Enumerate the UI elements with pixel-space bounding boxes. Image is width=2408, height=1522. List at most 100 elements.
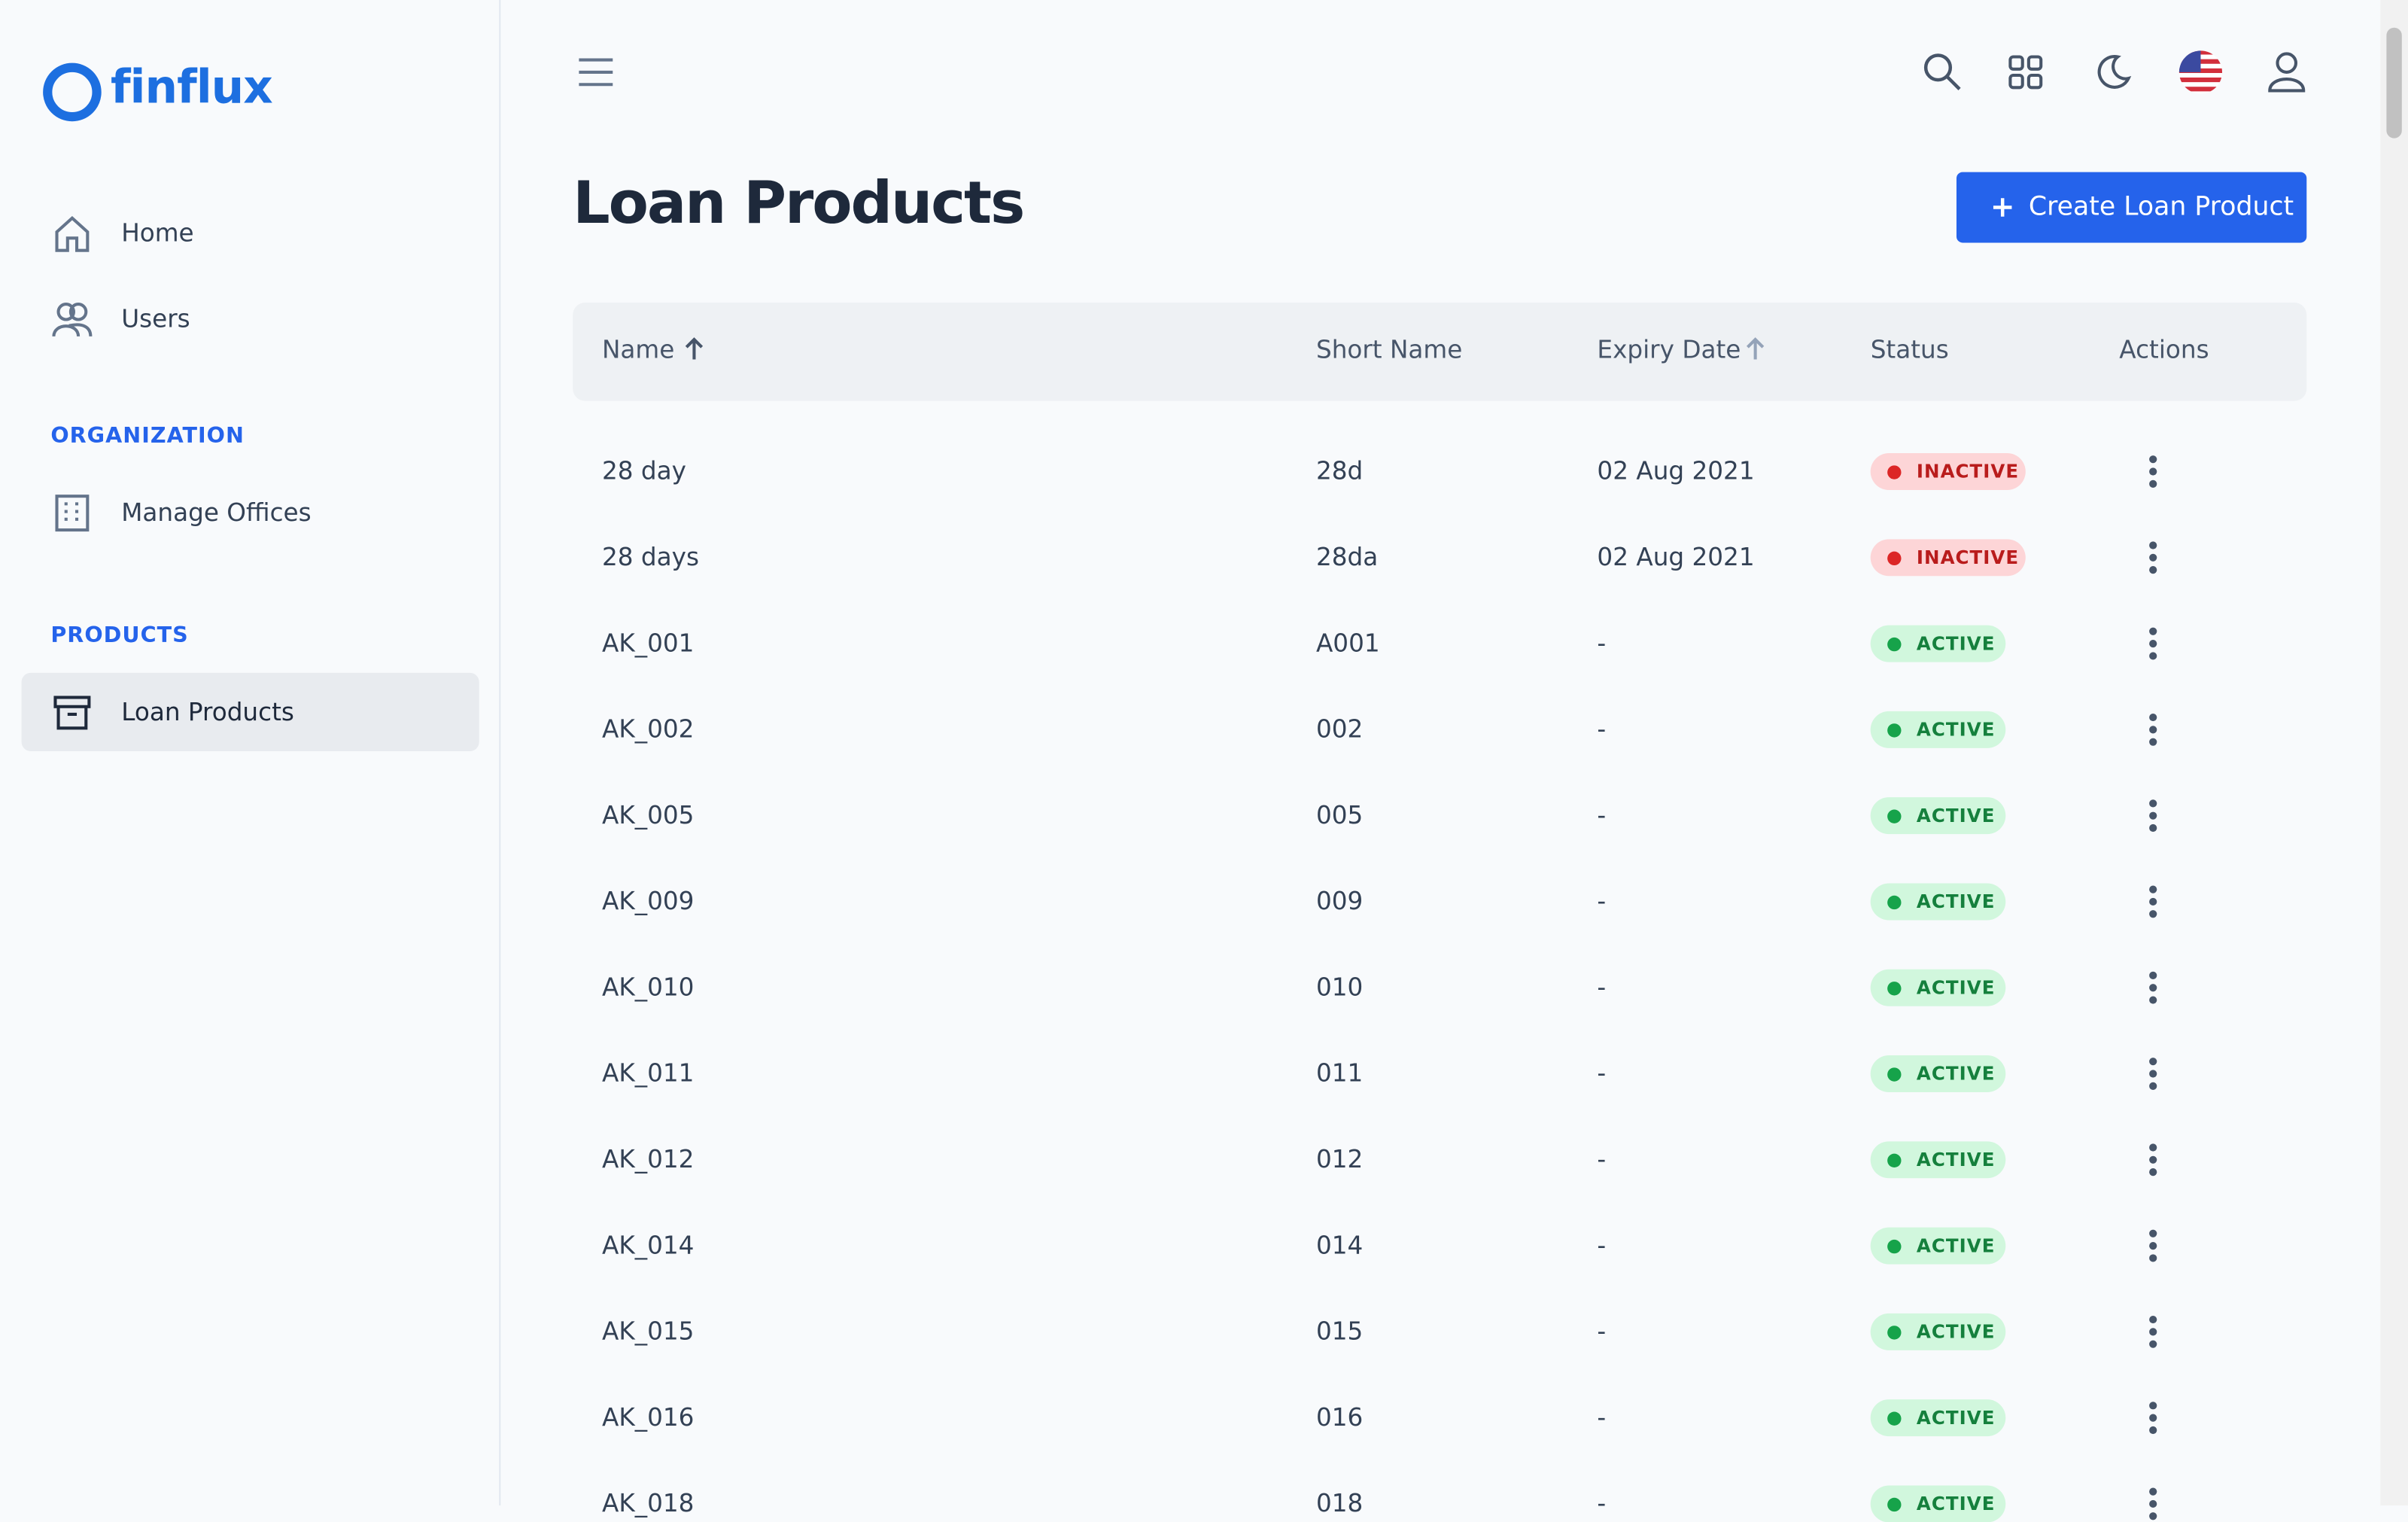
status-badge: ACTIVE (1870, 969, 2006, 1006)
theme-icon[interactable] (2093, 52, 2133, 92)
archive-icon (53, 696, 91, 730)
status-badge: ACTIVE (1870, 1227, 2006, 1265)
status-dot (1887, 1152, 1902, 1167)
cell: 005 (1315, 800, 1364, 830)
actions-menu[interactable] (2147, 1143, 2159, 1177)
status-dot (1887, 1067, 1902, 1081)
sidebar: finflux Home Users ORGANIZATION Manage O… (0, 0, 501, 1505)
cell: 02 Aug 2021 (1597, 456, 1755, 486)
status-label: INACTIVE (1916, 546, 2020, 569)
status-dot (1887, 1238, 1902, 1253)
nav-item[interactable]: Manage Offices (121, 498, 312, 527)
cell: 014 (1315, 1230, 1364, 1260)
status-badge: ACTIVE (1870, 625, 2006, 662)
actions-menu[interactable] (2147, 1229, 2159, 1263)
apps-icon[interactable] (2007, 53, 2047, 93)
cell: 28d (1315, 456, 1364, 486)
main: Loan Products Create Loan Product Name Sh… (500, 0, 2380, 1522)
status-badge: ACTIVE (1870, 711, 2006, 748)
menu-icon[interactable] (577, 55, 614, 89)
page-title: Loan Products (573, 169, 1025, 237)
table-header: Name Short Name Expiry Date Status Actions (573, 303, 2307, 401)
status-dot (1887, 981, 1902, 995)
cell: AK_015 (601, 1316, 695, 1346)
cell: - (1597, 1402, 1607, 1432)
status-label: ACTIVE (1916, 805, 1996, 826)
status-label: ACTIVE (1916, 1493, 1996, 1515)
actions-menu[interactable] (2147, 971, 2159, 1005)
cell: - (1597, 1058, 1607, 1088)
actions-menu[interactable] (2147, 1401, 2159, 1435)
status-label: ACTIVE (1916, 719, 1996, 741)
status-label: ACTIVE (1916, 1063, 1996, 1085)
status-dot (1887, 1496, 1902, 1511)
actions-menu[interactable] (2147, 1315, 2159, 1349)
active-nav-bg (21, 672, 479, 751)
status-label: ACTIVE (1916, 632, 1996, 655)
language-flag[interactable] (2178, 49, 2224, 95)
cell: AK_012 (601, 1144, 695, 1174)
actions-menu[interactable] (2147, 799, 2159, 833)
cell: AK_018 (601, 1488, 695, 1518)
cell: A001 (1315, 628, 1380, 658)
status-badge: ACTIVE (1870, 1141, 2006, 1179)
scroll-thumb[interactable] (2386, 27, 2402, 139)
actions-menu[interactable] (2147, 540, 2159, 574)
cell: - (1597, 972, 1607, 1002)
column-header[interactable]: Expiry Date (1597, 335, 1765, 364)
status-label: INACTIVE (1916, 461, 2020, 482)
status-dot (1887, 1411, 1902, 1425)
actions-menu[interactable] (2147, 713, 2159, 747)
cell: - (1597, 1144, 1607, 1174)
status-label: ACTIVE (1916, 890, 1996, 913)
cell: AK_001 (601, 628, 695, 658)
status-dot (1887, 894, 1902, 909)
actions-menu[interactable] (2147, 1487, 2159, 1520)
status-label: ACTIVE (1916, 1234, 1996, 1257)
status-dot (1887, 723, 1902, 737)
section-title: ORGANIZATION (50, 424, 245, 449)
cell: - (1597, 714, 1607, 744)
status-dot (1887, 636, 1902, 651)
cell: - (1597, 886, 1607, 916)
cell: AK_014 (601, 1230, 695, 1260)
create-button[interactable]: Create Loan Product (1956, 172, 2307, 243)
status-dot (1887, 464, 1902, 479)
cell: AK_002 (601, 714, 695, 744)
office-icon (55, 495, 90, 532)
status-dot (1887, 808, 1902, 823)
section-title: PRODUCTS (50, 623, 189, 649)
status-badge: ACTIVE (1870, 1485, 2006, 1522)
cell: AK_005 (601, 800, 695, 830)
logo-icon (43, 62, 102, 122)
sort-icon[interactable] (683, 336, 705, 361)
cell: AK_016 (601, 1402, 695, 1432)
cell: - (1597, 1316, 1607, 1346)
cell: 28da (1315, 542, 1379, 572)
cell: 28 day (601, 456, 686, 486)
nav-item[interactable]: Home (121, 218, 194, 248)
status-badge: ACTIVE (1870, 1313, 2006, 1350)
column-header: Short Name (1315, 334, 1463, 364)
status-badge: INACTIVE (1870, 453, 2026, 491)
nav-item[interactable]: Loan Products (121, 697, 294, 727)
actions-menu[interactable] (2147, 885, 2159, 919)
status-dot (1887, 550, 1902, 565)
actions-menu[interactable] (2147, 627, 2159, 661)
plus-icon (1993, 198, 2012, 217)
sort-icon[interactable] (1744, 336, 1766, 361)
column-header: Actions (2119, 334, 2209, 364)
nav-item[interactable]: Users (121, 304, 190, 333)
cell: - (1597, 628, 1607, 658)
logo[interactable]: finflux (110, 61, 273, 116)
column-header[interactable]: Name (602, 335, 704, 364)
actions-menu[interactable] (2147, 1057, 2159, 1091)
status-badge: ACTIVE (1870, 883, 2006, 921)
cell: 011 (1315, 1058, 1364, 1088)
cell: - (1597, 800, 1607, 830)
profile-icon[interactable] (2267, 50, 2306, 93)
actions-menu[interactable] (2147, 455, 2159, 489)
search-icon[interactable] (1921, 50, 1964, 93)
scrollbar (2380, 0, 2408, 1505)
